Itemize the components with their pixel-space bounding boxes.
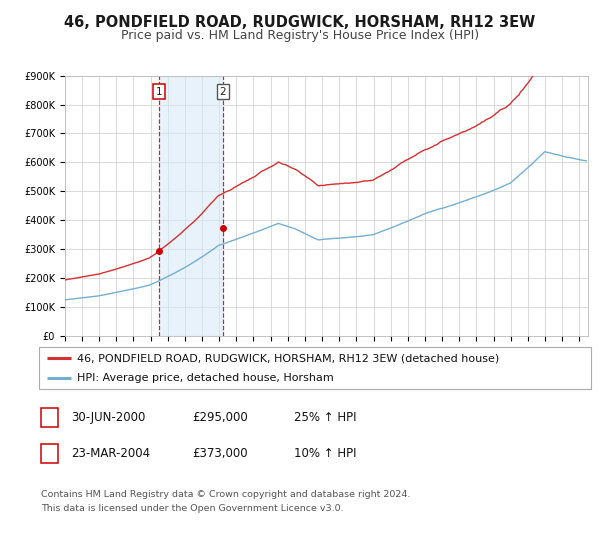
Text: HPI: Average price, detached house, Horsham: HPI: Average price, detached house, Hors… (77, 374, 333, 383)
Text: £295,000: £295,000 (192, 410, 248, 424)
Text: 25% ↑ HPI: 25% ↑ HPI (294, 410, 356, 424)
Text: 10% ↑ HPI: 10% ↑ HPI (294, 447, 356, 460)
Text: 30-JUN-2000: 30-JUN-2000 (71, 410, 145, 424)
Text: Contains HM Land Registry data © Crown copyright and database right 2024.: Contains HM Land Registry data © Crown c… (41, 490, 410, 499)
Text: 2: 2 (46, 449, 53, 459)
Text: 23-MAR-2004: 23-MAR-2004 (71, 447, 150, 460)
Text: 1: 1 (46, 412, 53, 422)
Text: Price paid vs. HM Land Registry's House Price Index (HPI): Price paid vs. HM Land Registry's House … (121, 29, 479, 42)
Text: This data is licensed under the Open Government Licence v3.0.: This data is licensed under the Open Gov… (41, 504, 343, 513)
Text: 2: 2 (220, 86, 226, 96)
Text: £373,000: £373,000 (192, 447, 248, 460)
Text: 1: 1 (155, 86, 162, 96)
Text: 46, PONDFIELD ROAD, RUDGWICK, HORSHAM, RH12 3EW (detached house): 46, PONDFIELD ROAD, RUDGWICK, HORSHAM, R… (77, 353, 499, 363)
Bar (159, 76, 223, 336)
Text: 46, PONDFIELD ROAD, RUDGWICK, HORSHAM, RH12 3EW: 46, PONDFIELD ROAD, RUDGWICK, HORSHAM, R… (64, 15, 536, 30)
